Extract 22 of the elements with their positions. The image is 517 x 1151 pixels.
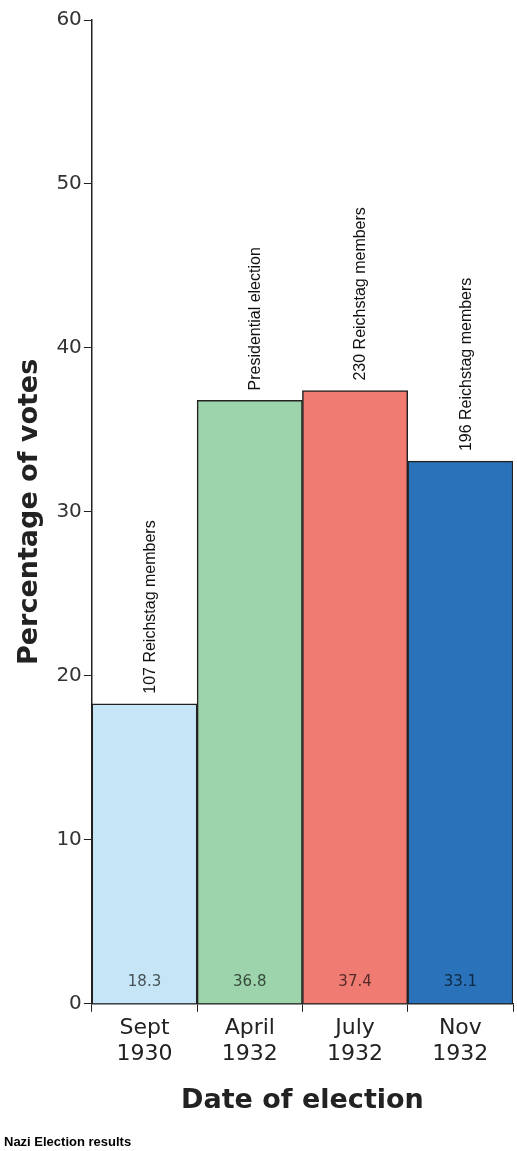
data-label: 18.3 <box>127 972 162 991</box>
x-tick-label: July 1932 <box>327 1013 384 1066</box>
y-tick-label: 20 <box>56 662 82 687</box>
y-tick-label: 30 <box>56 498 82 523</box>
annotation: 230 Reichstag members <box>351 207 369 381</box>
data-label: 36.8 <box>233 972 267 991</box>
y-tick-label: 50 <box>56 170 82 195</box>
x-tick-label: April 1932 <box>221 1013 278 1066</box>
annotation: 107 Reichstag members <box>140 520 158 694</box>
y-tick-label: 60 <box>56 6 82 31</box>
x-tick-label: Sept 1930 <box>116 1013 173 1066</box>
annotation: 196 Reichstag members <box>456 277 474 452</box>
y-tick-label: 0 <box>69 990 82 1014</box>
text: Nazi Election results <box>4 1134 132 1150</box>
y-tick-label: 10 <box>56 826 82 851</box>
x-tick-label: Nov 1932 <box>432 1013 489 1066</box>
annotation: Presidential election <box>246 247 264 391</box>
y-tick-label: 40 <box>56 334 82 359</box>
data-label: 33.1 <box>443 972 478 991</box>
x-axis-title: Date of election <box>181 1082 424 1114</box>
data-label: 37.4 <box>338 972 372 991</box>
y-axis-title: Percentage of votes <box>12 358 44 666</box>
